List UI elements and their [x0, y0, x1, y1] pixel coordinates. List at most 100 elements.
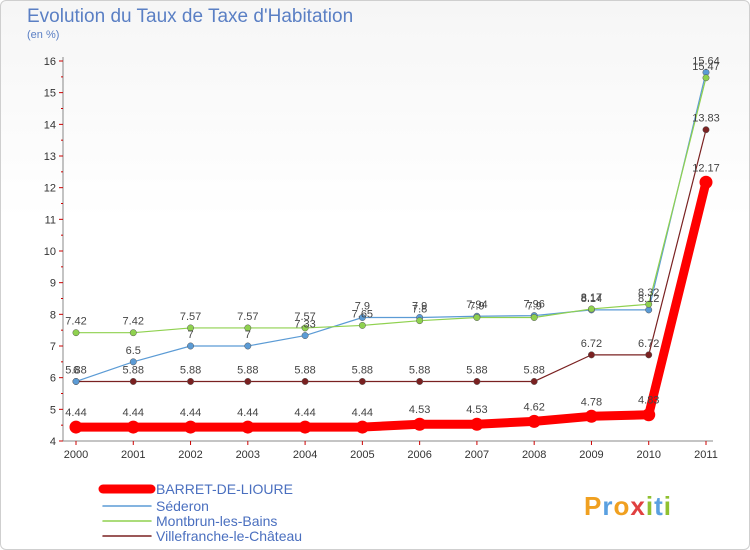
- y-tick-label: 10: [44, 246, 56, 258]
- data-point-montbrun-les-bains: [416, 317, 424, 325]
- data-label-villefranche-le-chateau: 5.88: [409, 364, 430, 376]
- data-point-montbrun-les-bains: [645, 300, 653, 308]
- data-point-villefranche-le-chateau: [129, 378, 137, 385]
- data-label-barret-de-lioure: 4.44: [294, 407, 315, 419]
- data-point-montbrun-les-bains: [473, 314, 481, 321]
- data-point-sederon: [129, 358, 137, 366]
- data-label-montbrun-les-bains: 7.57: [294, 311, 315, 323]
- data-label-barret-de-lioure: 4.53: [466, 404, 487, 416]
- data-label-villefranche-le-chateau: 6.72: [638, 338, 659, 350]
- data-label-sederon: 7.33: [294, 319, 315, 331]
- data-point-sederon: [187, 342, 194, 350]
- y-tick-label: 8: [50, 309, 56, 321]
- data-label-villefranche-le-chateau: 5.88: [180, 364, 201, 376]
- data-point-villefranche-le-chateau: [473, 378, 481, 385]
- data-point-sederon: [72, 378, 80, 385]
- data-point-montbrun-les-bains: [129, 329, 137, 337]
- y-tick-label: 5: [50, 404, 56, 416]
- data-label-barret-de-lioure: 4.83: [638, 395, 659, 407]
- x-tick-label: 2002: [178, 449, 202, 461]
- data-label-montbrun-les-bains: 7.42: [123, 316, 144, 328]
- legend-label-barret-de-lioure: BARRET-DE-LIOURE: [156, 481, 293, 497]
- data-point-montbrun-les-bains: [702, 74, 710, 82]
- data-point-barret-de-lioure: [699, 175, 713, 189]
- data-label-villefranche-le-chateau: 13.83: [692, 113, 720, 125]
- data-point-barret-de-lioure: [184, 420, 198, 434]
- legend-label-sederon: Séderon: [156, 498, 209, 514]
- x-tick-label: 2001: [121, 449, 145, 461]
- data-label-sederon: 6.5: [126, 345, 141, 357]
- data-label-sederon: 15.64: [692, 55, 720, 67]
- data-label-montbrun-les-bains: 15.47: [692, 61, 720, 73]
- data-point-villefranche-le-chateau: [187, 378, 194, 385]
- series-line-barret-de-lioure: [71, 177, 711, 432]
- data-label-villefranche-le-chateau: 6.72: [581, 338, 602, 350]
- data-label-villefranche-le-chateau: 5.88: [65, 364, 86, 376]
- data-label-barret-de-lioure: 4.53: [409, 404, 430, 416]
- y-axis-label: (en %): [27, 29, 60, 41]
- data-label-sederon: 7.9: [412, 301, 427, 313]
- y-tick-label: 16: [44, 56, 56, 68]
- y-tick-label: 15: [44, 88, 56, 100]
- y-tick-label: 7: [50, 341, 56, 353]
- data-point-villefranche-le-chateau: [416, 378, 424, 385]
- data-point-barret-de-lioure: [584, 409, 598, 423]
- data-label-barret-de-lioure: 4.44: [180, 407, 201, 419]
- data-label-barret-de-lioure: 12.17: [692, 162, 720, 174]
- data-point-villefranche-le-chateau: [301, 378, 309, 385]
- data-point-montbrun-les-bains: [588, 305, 595, 313]
- data-label-sederon: 7.9: [355, 301, 370, 313]
- data-point-montbrun-les-bains: [72, 329, 80, 337]
- data-point-barret-de-lioure: [298, 420, 312, 434]
- data-point-barret-de-lioure: [470, 417, 484, 431]
- data-label-sederon: 7.94: [466, 299, 487, 311]
- data-label-montbrun-les-bains: 7.65: [352, 308, 373, 320]
- data-point-sederon: [358, 314, 366, 321]
- y-tick-label: 11: [45, 214, 56, 226]
- data-label-barret-de-lioure: 4.44: [352, 407, 373, 419]
- x-tick-label: 2007: [465, 449, 489, 461]
- data-label-villefranche-le-chateau: 5.88: [294, 364, 315, 376]
- data-label-montbrun-les-bains: 7.42: [65, 316, 86, 328]
- data-label-villefranche-le-chateau: 5.88: [352, 364, 373, 376]
- logo-letter: i: [645, 491, 655, 521]
- y-tick-label: 13: [44, 151, 56, 163]
- y-tick-label: 4: [50, 436, 56, 448]
- data-point-villefranche-le-chateau: [588, 351, 595, 359]
- data-label-sederon: 7: [187, 329, 193, 341]
- data-label-montbrun-les-bains: 7.9: [469, 301, 484, 313]
- data-point-montbrun-les-bains: [530, 314, 538, 321]
- data-point-villefranche-le-chateau: [702, 126, 710, 134]
- y-tick-label: 12: [44, 183, 56, 195]
- legend-label-villefranche-le-chateau: Villefranche-le-Château: [156, 528, 302, 544]
- data-label-montbrun-les-bains: 7.57: [180, 311, 201, 323]
- data-point-barret-de-lioure: [69, 420, 83, 434]
- data-point-montbrun-les-bains: [358, 321, 366, 329]
- data-label-montbrun-les-bains: 8.32: [638, 287, 659, 299]
- data-point-barret-de-lioure: [355, 420, 369, 434]
- data-point-montbrun-les-bains: [244, 324, 252, 332]
- data-point-sederon: [645, 306, 653, 314]
- data-point-barret-de-lioure: [642, 408, 656, 422]
- data-point-barret-de-lioure: [241, 420, 255, 434]
- series-line-villefranche-le-chateau: [75, 129, 707, 383]
- data-point-barret-de-lioure: [126, 420, 140, 434]
- data-point-barret-de-lioure: [527, 414, 541, 428]
- data-label-barret-de-lioure: 4.78: [581, 396, 602, 408]
- legend-label-montbrun-les-bains: Montbrun-les-Bains: [156, 513, 277, 529]
- x-tick-label: 2000: [64, 449, 88, 461]
- data-label-villefranche-le-chateau: 5.88: [523, 364, 544, 376]
- data-label-barret-de-lioure: 4.44: [123, 407, 144, 419]
- y-tick-label: 14: [44, 119, 56, 131]
- logo-letter: r: [602, 491, 614, 521]
- data-point-barret-de-lioure: [413, 417, 427, 431]
- data-label-sederon: 8.14: [581, 293, 602, 305]
- chart-title: Evolution du Taux de Taxe d'Habitation: [27, 6, 354, 27]
- y-tick-label: 9: [50, 278, 56, 290]
- data-point-sederon: [301, 332, 309, 339]
- data-label-montbrun-les-bains: 8.17: [581, 292, 602, 304]
- x-tick-label: 2006: [407, 449, 431, 461]
- x-tick-label: 2003: [236, 449, 260, 461]
- data-label-villefranche-le-chateau: 5.88: [237, 364, 258, 376]
